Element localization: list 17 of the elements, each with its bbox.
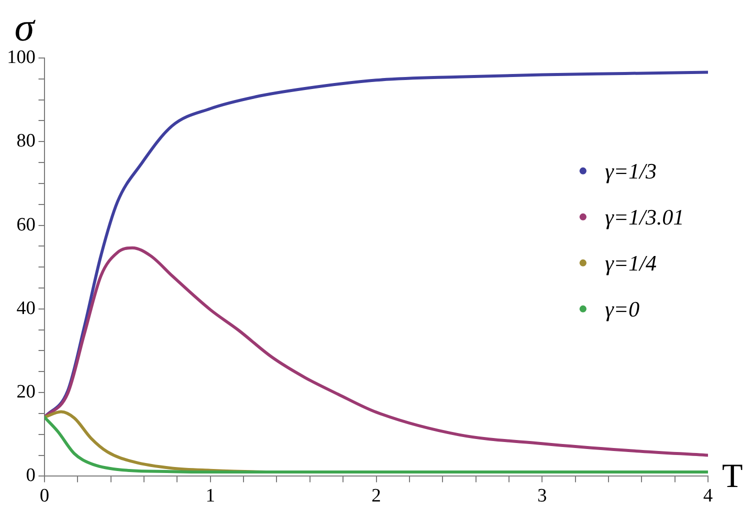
- y-tick-label: 80: [16, 130, 36, 152]
- legend-label: γ=1/3.01: [605, 204, 684, 230]
- y-tick-label: 20: [16, 382, 36, 403]
- x-tick-label: 4: [703, 486, 714, 507]
- line-series: [44, 416, 708, 474]
- y-tick-label: 40: [16, 298, 36, 319]
- x-axis-title: T: [722, 458, 743, 496]
- legend-label: γ=1/4: [605, 250, 657, 276]
- legend-label: γ=1/3: [605, 158, 657, 184]
- x-tick-label: 3: [537, 486, 547, 507]
- legend-label: γ=0: [605, 296, 640, 322]
- line-series: [44, 246, 708, 457]
- y-tick-label: 0: [26, 465, 36, 486]
- x-tick-label: 0: [40, 486, 50, 507]
- x-tick-label: 1: [206, 486, 216, 507]
- y-tick-label: 60: [16, 214, 36, 236]
- x-tick-label: 2: [372, 486, 381, 507]
